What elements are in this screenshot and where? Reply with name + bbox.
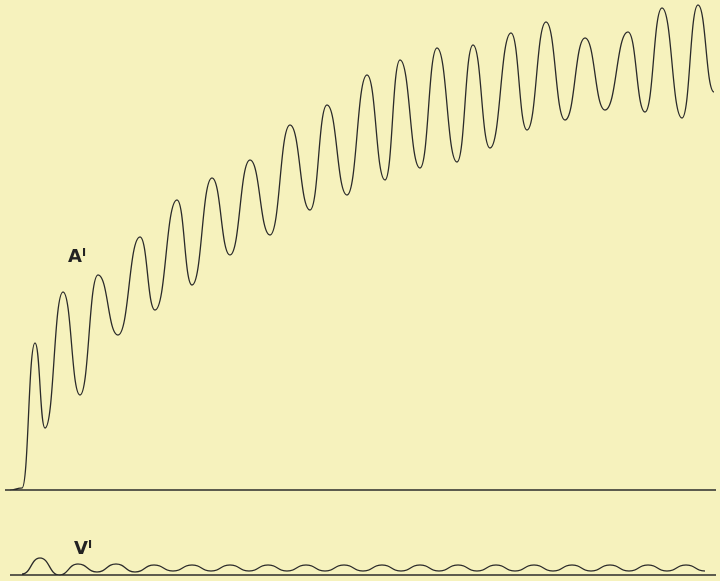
label-a: AI (68, 246, 86, 267)
label-a-sup: I (82, 246, 86, 259)
label-v: VI (74, 538, 92, 559)
label-a-text: A (68, 246, 82, 267)
label-v-text: V (74, 538, 88, 559)
trace-a (9, 4, 715, 491)
label-v-sup: I (88, 538, 92, 551)
trace-v (21, 557, 706, 576)
